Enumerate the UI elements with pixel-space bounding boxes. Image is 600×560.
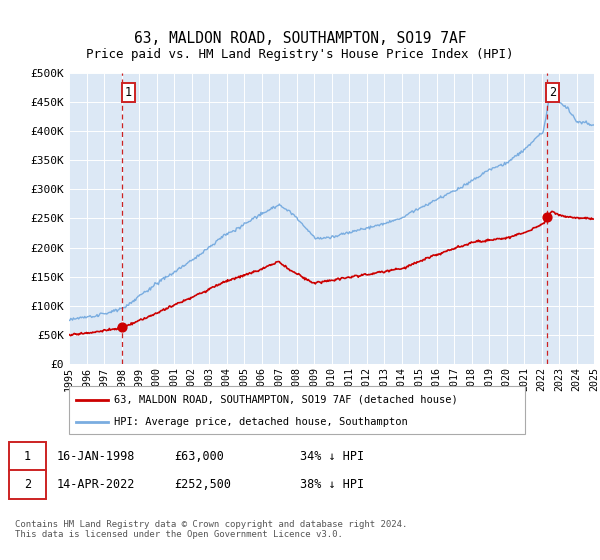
Text: 14-APR-2022: 14-APR-2022 xyxy=(57,478,136,491)
Text: 1: 1 xyxy=(125,86,132,99)
Text: Contains HM Land Registry data © Crown copyright and database right 2024.
This d: Contains HM Land Registry data © Crown c… xyxy=(15,520,407,539)
Text: £252,500: £252,500 xyxy=(174,478,231,491)
Text: 34% ↓ HPI: 34% ↓ HPI xyxy=(300,450,364,463)
Text: 16-JAN-1998: 16-JAN-1998 xyxy=(57,450,136,463)
Text: 2: 2 xyxy=(24,478,31,491)
Text: Price paid vs. HM Land Registry's House Price Index (HPI): Price paid vs. HM Land Registry's House … xyxy=(86,48,514,60)
Text: 1: 1 xyxy=(24,450,31,463)
Text: 38% ↓ HPI: 38% ↓ HPI xyxy=(300,478,364,491)
Text: 63, MALDON ROAD, SOUTHAMPTON, SO19 7AF (detached house): 63, MALDON ROAD, SOUTHAMPTON, SO19 7AF (… xyxy=(114,395,458,405)
Text: HPI: Average price, detached house, Southampton: HPI: Average price, detached house, Sout… xyxy=(114,417,408,427)
Point xyxy=(118,323,127,332)
Point xyxy=(542,212,551,221)
Text: 63, MALDON ROAD, SOUTHAMPTON, SO19 7AF: 63, MALDON ROAD, SOUTHAMPTON, SO19 7AF xyxy=(134,31,466,46)
Text: 2: 2 xyxy=(549,86,556,99)
Text: £63,000: £63,000 xyxy=(174,450,224,463)
